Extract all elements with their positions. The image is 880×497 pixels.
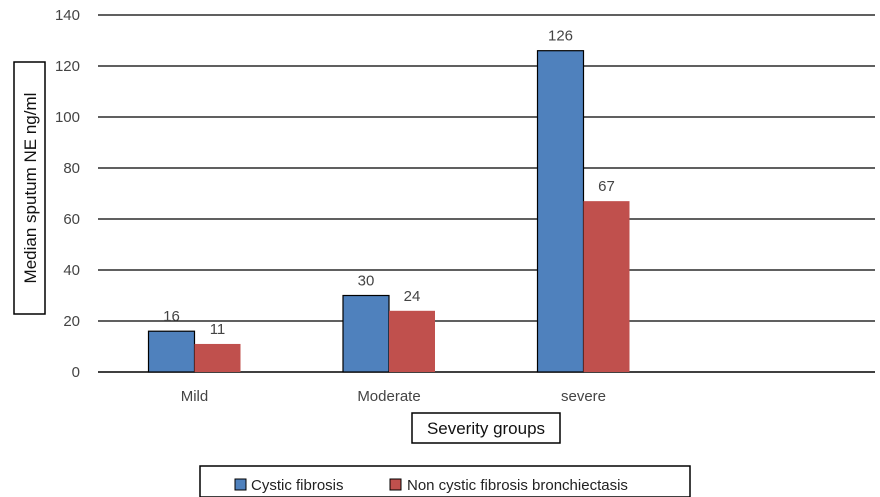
- bar-cystic-fibrosis-severe: [536, 50, 585, 373]
- y-tick-label: 100: [55, 109, 80, 126]
- y-tick-label: 140: [55, 7, 80, 24]
- y-tick-label: 120: [55, 58, 80, 75]
- y-axis-tick-labels: 0 20 40 60 80 100 120 140: [55, 7, 80, 381]
- data-labels: 16 11 30 24 126 67: [163, 28, 615, 338]
- data-label-non-cystic-fibrosis-bronchiectasis-severe: 67: [598, 178, 615, 195]
- bar-non-cystic-fibrosis-bronchiectasis-severe: [583, 201, 630, 372]
- category-label-mild: Mild: [181, 388, 209, 405]
- y-axis-title-box: Median sputum NE ng/ml: [13, 61, 46, 315]
- y-tick-label: 20: [63, 313, 80, 330]
- y-tick-label: 80: [63, 160, 80, 177]
- y-axis-title: Median sputum NE ng/ml: [21, 93, 40, 284]
- data-label-cystic-fibrosis-moderate: 30: [358, 273, 375, 290]
- x-axis-title: Severity groups: [427, 419, 545, 438]
- gridlines: [98, 14, 875, 373]
- data-label-cystic-fibrosis-severe: 126: [548, 28, 573, 45]
- legend: Cystic fibrosis Non cystic fibrosis bron…: [199, 465, 691, 497]
- legend-swatch-cystic-fibrosis: [234, 478, 247, 491]
- bar-non-cystic-fibrosis-bronchiectasis-mild: [194, 343, 241, 372]
- legend-swatch-non-cystic-fibrosis-bronchiectasis: [389, 478, 402, 491]
- legend-label-non-cystic-fibrosis-bronchiectasis: Non cystic fibrosis bronchiectasis: [407, 477, 628, 494]
- bar-non-cystic-fibrosis-bronchiectasis-moderate: [389, 310, 435, 372]
- legend-label-cystic-fibrosis: Cystic fibrosis: [251, 477, 344, 494]
- data-label-non-cystic-fibrosis-bronchiectasis-mild: 11: [210, 321, 226, 338]
- data-label-non-cystic-fibrosis-bronchiectasis-moderate: 24: [404, 288, 421, 305]
- y-tick-label: 0: [72, 364, 80, 381]
- data-label-cystic-fibrosis-mild: 16: [163, 308, 180, 325]
- bar-cystic-fibrosis-moderate: [342, 294, 390, 373]
- y-tick-label: 60: [63, 211, 80, 228]
- bar-cystic-fibrosis-mild: [147, 330, 196, 373]
- bars: [147, 50, 630, 373]
- x-axis-title-box: Severity groups: [411, 412, 561, 444]
- category-label-moderate: Moderate: [357, 388, 420, 405]
- x-axis-category-labels: Mild Moderate severe: [181, 388, 606, 405]
- y-tick-label: 40: [63, 262, 80, 279]
- category-label-severe: severe: [561, 388, 606, 405]
